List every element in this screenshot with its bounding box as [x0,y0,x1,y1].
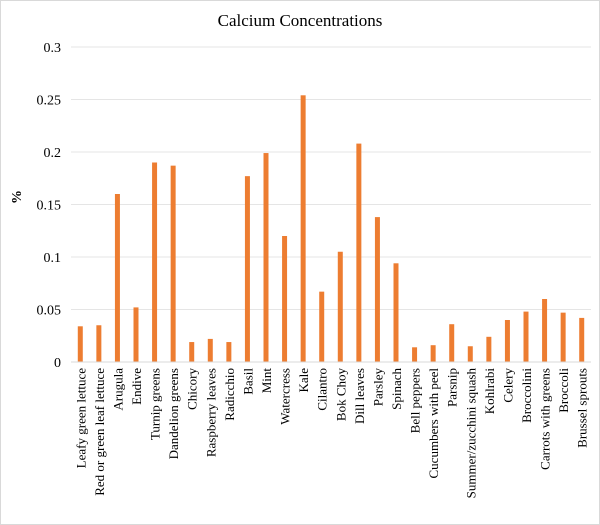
x-tick-label: Bok Choy [333,368,348,422]
x-tick-label: Summer/zucchini squash [463,368,478,499]
y-tick-label: 0.2 [44,146,62,161]
bar [393,263,399,362]
bar [542,299,548,362]
bar [523,311,529,362]
bar [226,342,232,362]
x-tick-label: Spinach [389,368,404,410]
bar [207,338,213,362]
chart-title: Calcium Concentrations [218,11,383,30]
x-tick-label: Arugula [110,368,125,411]
y-tick-label: 0.25 [37,94,62,109]
x-tick-label: Raspberry leaves [203,368,218,457]
x-tick-label: Mint [259,368,274,394]
y-axis-ticks: 0 0.05 0.1 0.15 0.2 0.25 0.3 [37,41,62,371]
x-tick-label: Endive [129,368,144,405]
bar [96,325,102,362]
x-tick-label: Broccolini [519,368,534,423]
bar [300,95,306,363]
x-tick-label: Dandelion greens [166,368,181,459]
bar [412,347,418,362]
bar [467,346,473,362]
x-tick-label: Bell peppers [408,368,423,433]
bar [133,307,139,362]
bar [114,194,120,362]
x-tick-label: Turnip greens [148,368,163,440]
x-axis-ticks: Leafy green lettuce Red or green leaf let… [73,368,589,499]
y-tick-label: 0.3 [44,41,62,56]
bar [374,217,380,362]
bar [319,291,325,362]
x-tick-label: Watercress [278,368,293,425]
y-tick-label: 0.1 [44,251,62,266]
bar [170,165,176,362]
bar [560,312,566,362]
y-axis-label: % [10,190,25,204]
x-tick-label: Leafy green lettuce [73,368,88,469]
bar [282,236,288,362]
bars [77,95,585,363]
y-tick-label: 0 [54,356,61,371]
x-tick-label: Radicchio [222,368,237,421]
x-tick-label: Carrots with greens [538,368,553,470]
bar [356,143,362,362]
x-tick-label: Kohlrabi [482,368,497,415]
bar [189,342,195,362]
y-tick-label: 0.05 [37,304,62,319]
x-tick-label: Chicory [185,368,200,410]
bar [449,324,455,362]
x-tick-label: Brussel sprouts [575,368,590,448]
bar [579,317,585,362]
gridlines [71,46,591,310]
bar [77,326,83,362]
x-tick-label: Parsley [370,368,385,407]
bar [152,162,158,362]
x-tick-label: Kale [296,368,311,393]
y-tick-label: 0.15 [37,199,62,214]
x-tick-label: Red or green leaf lettuce [92,368,107,496]
x-tick-label: Cucumbers with peel [426,368,441,479]
bar [486,336,492,362]
x-tick-label: Broccoli [556,368,571,413]
bar [430,345,436,362]
bar [337,251,343,362]
bar [244,176,250,362]
x-tick-label: Basil [240,368,255,395]
bar [504,320,510,362]
x-tick-label: Dill leaves [352,368,367,424]
x-tick-label: Parsnip [445,368,460,407]
x-tick-label: Cilantro [315,368,330,411]
x-tick-label: Celery [500,368,515,403]
bar [263,153,269,362]
